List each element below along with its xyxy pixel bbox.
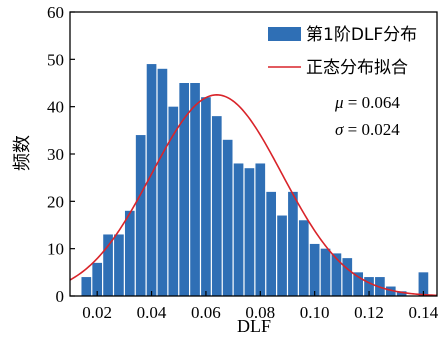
legend-label-histogram: 第1阶DLF分布: [306, 25, 417, 45]
histogram-bar: [190, 83, 200, 296]
histogram-bar: [331, 253, 342, 296]
y-axis-title: 频数: [12, 135, 32, 171]
legend-swatch-histogram: [268, 27, 301, 41]
y-tick-label: 40: [47, 98, 64, 117]
histogram-bar: [157, 68, 168, 296]
sigma-value: = 0.024: [343, 120, 400, 139]
histogram-bar: [222, 139, 233, 296]
histogram-bar: [255, 163, 266, 296]
y-tick-label: 0: [56, 287, 65, 306]
y-tick-label: 60: [47, 3, 64, 22]
y-tick-label: 30: [47, 145, 64, 164]
x-tick-label: 0.08: [245, 303, 275, 322]
histogram-bar: [385, 286, 396, 296]
y-tick-label: 20: [47, 192, 64, 211]
x-axis-title: DLF: [237, 316, 271, 336]
histogram-bar: [81, 277, 92, 296]
histogram-bar: [179, 83, 190, 296]
histogram-bar: [92, 262, 103, 296]
mu-symbol: μ: [334, 93, 344, 112]
histogram-bar: [211, 116, 222, 296]
histogram-bar: [320, 248, 331, 296]
x-tick-label: 0.10: [300, 303, 330, 322]
histogram-bar: [353, 272, 363, 296]
histogram-bar: [103, 234, 113, 296]
histogram-bar: [364, 277, 374, 296]
histogram-bar: [168, 106, 179, 296]
legend: 第1阶DLF分布 正态分布拟合: [268, 25, 417, 78]
sigma-symbol: σ: [335, 120, 344, 139]
histogram-bars: [81, 64, 429, 296]
histogram-bar: [244, 168, 255, 296]
histogram-bar: [114, 234, 124, 296]
histogram-bar: [201, 97, 211, 296]
histogram-bar: [233, 163, 244, 296]
histogram-bar: [342, 258, 353, 296]
x-tick-label: 0.14: [409, 303, 439, 322]
y-tick-label: 10: [47, 240, 64, 259]
x-tick-label: 0.04: [137, 303, 167, 322]
axes: 0.02 0.04 0.06 0.08 0.10 0.12 0.14 0 10 20 30 40 50 6…: [47, 3, 439, 322]
histogram-bar: [135, 135, 146, 296]
x-tick-label: 0.06: [191, 303, 221, 322]
x-tick-label: 0.02: [82, 303, 112, 322]
normal-fit-curve: [69, 94, 438, 297]
legend-label-normal-fit: 正态分布拟合: [306, 58, 408, 78]
y-tick-label: 50: [47, 50, 64, 69]
histogram-bar: [298, 220, 309, 296]
x-tick-label: 0.12: [354, 303, 384, 322]
mu-value: = 0.064: [344, 93, 401, 112]
histogram-bar: [146, 64, 157, 296]
histogram-bar: [266, 191, 276, 296]
mu-annotation: μ = 0.064: [334, 93, 400, 112]
histogram-bar: [309, 243, 320, 296]
histogram-bar: [277, 215, 287, 296]
histogram-bar: [418, 272, 429, 296]
histogram-bar: [288, 191, 298, 296]
sigma-annotation: σ = 0.024: [335, 120, 400, 139]
histogram-bar: [396, 291, 407, 296]
histogram-bar: [124, 210, 135, 296]
